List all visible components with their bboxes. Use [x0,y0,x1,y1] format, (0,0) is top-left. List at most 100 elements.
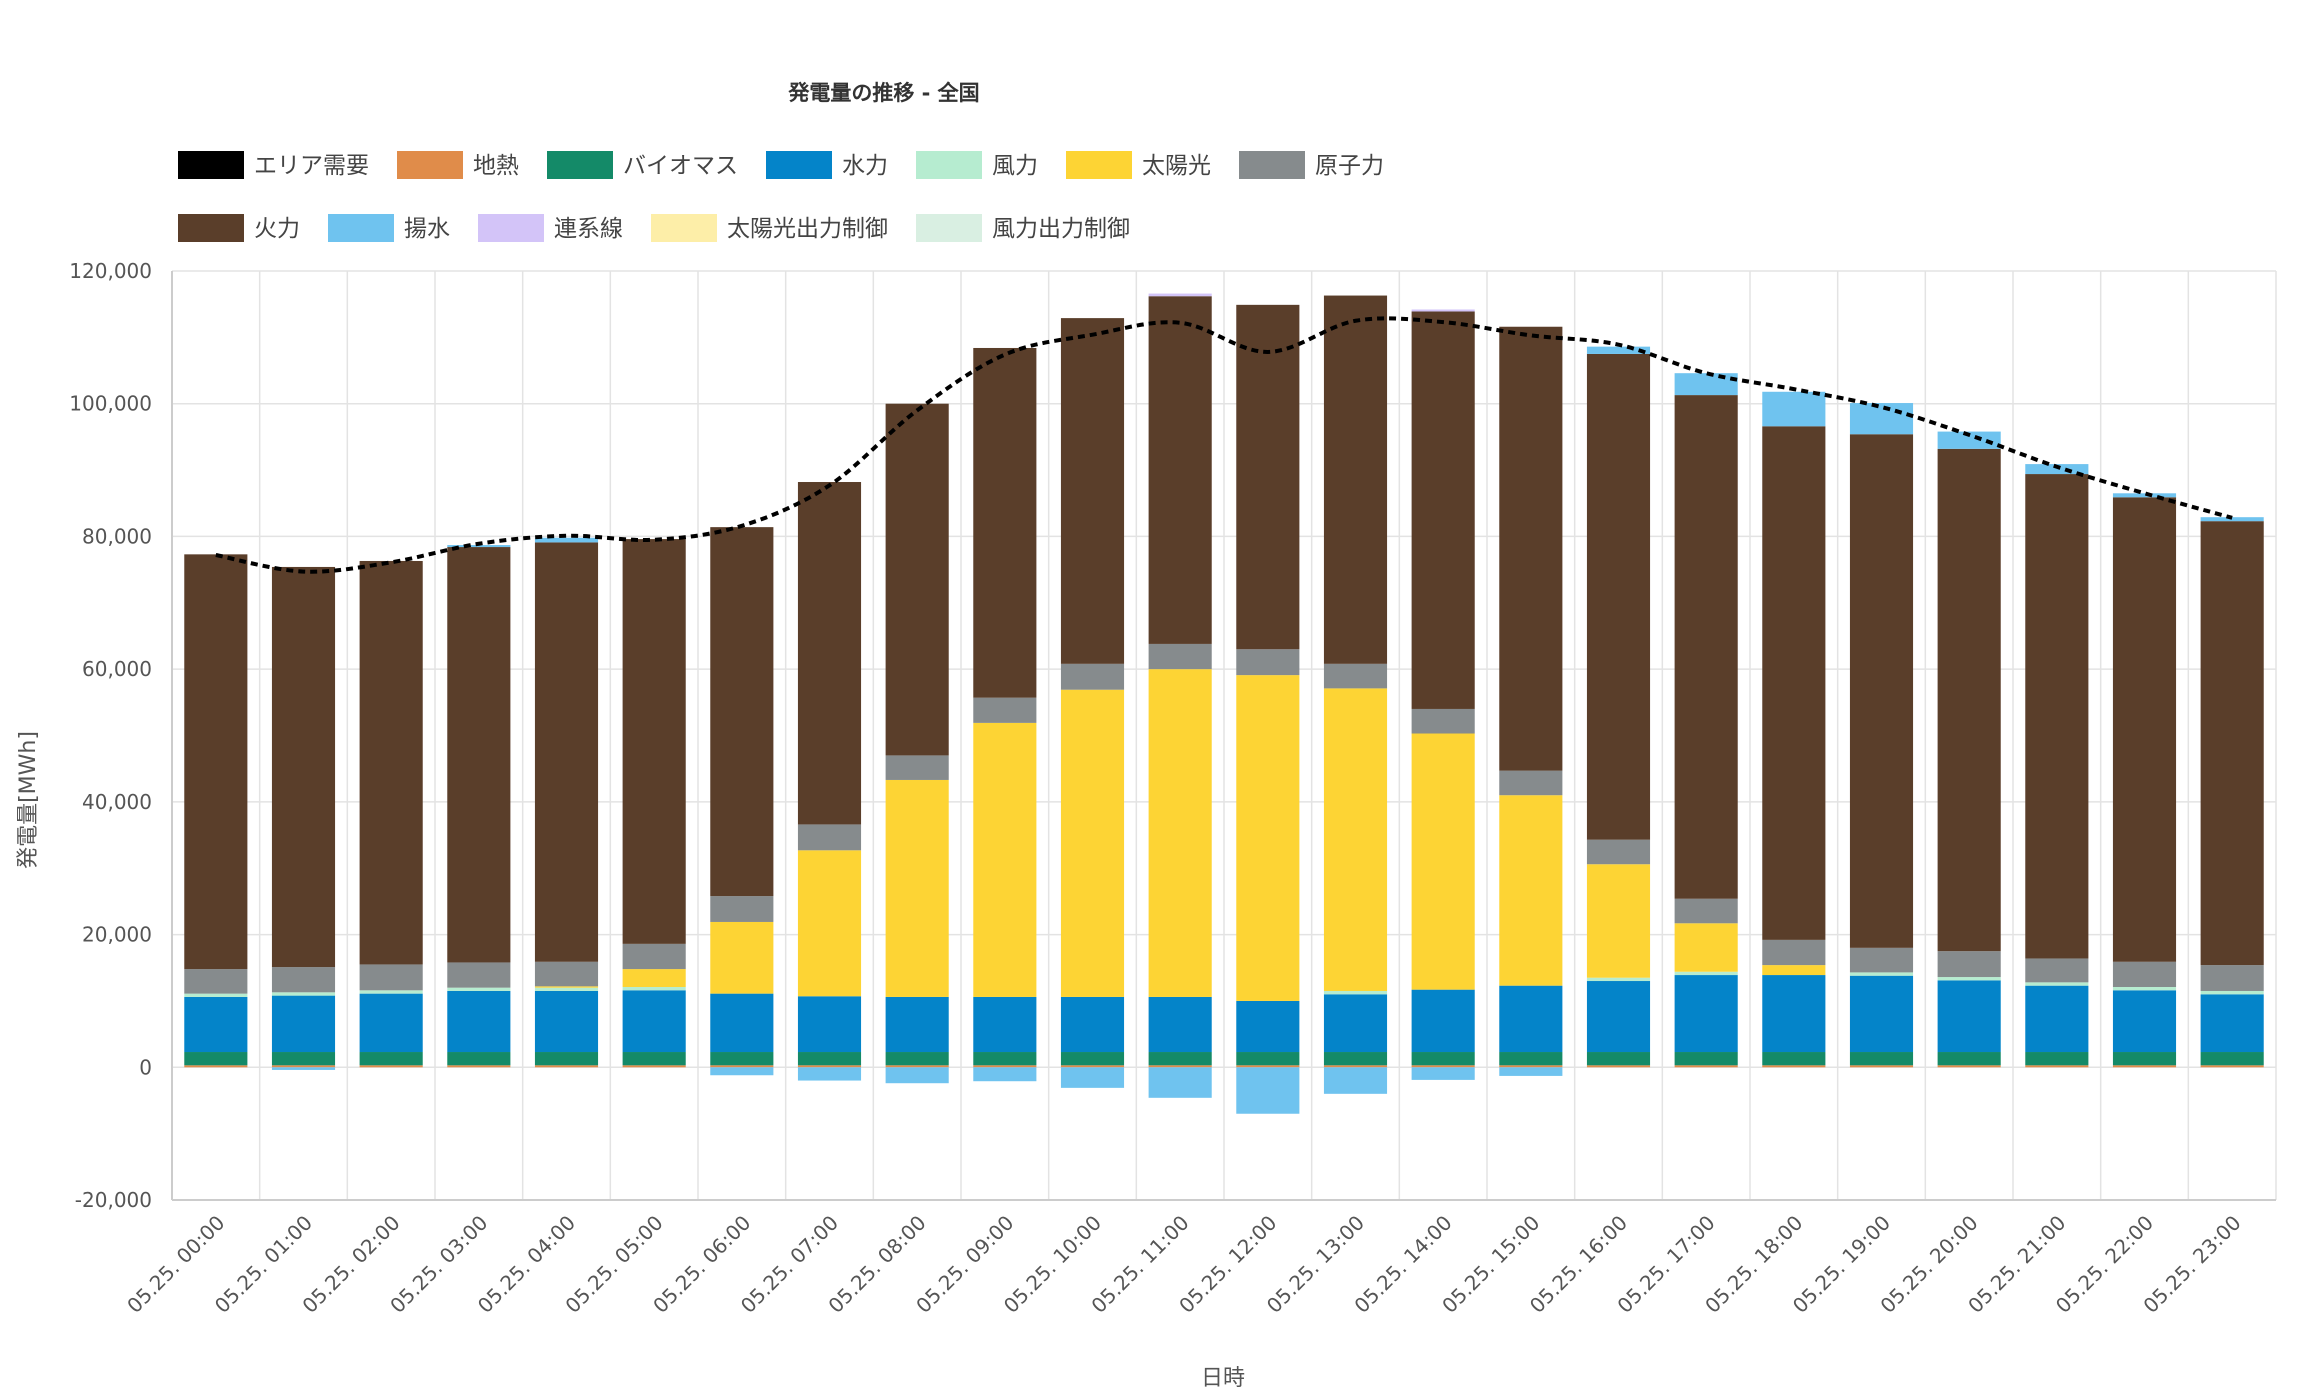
bar-segment[interactable] [184,1065,248,1068]
bar-segment[interactable] [710,921,774,994]
bar-segment[interactable] [534,986,599,988]
bar-segment[interactable] [271,992,336,996]
bar-segment[interactable] [1762,426,1826,940]
bar-segment[interactable] [1236,675,1300,1001]
bar-segment[interactable] [885,996,949,1053]
bar-segment[interactable] [1060,1065,1125,1068]
bar-segment[interactable] [885,1067,949,1084]
bar-segment[interactable] [1236,1065,1300,1068]
bar-segment[interactable] [1674,1052,1738,1066]
bar-segment[interactable] [534,961,599,987]
bar-segment[interactable] [447,545,511,548]
bar-segment[interactable] [1499,1052,1563,1066]
bar-segment[interactable] [1937,951,2001,978]
bar-segment[interactable] [622,1052,686,1066]
bar-segment[interactable] [2112,493,2177,498]
bar-segment[interactable] [1411,1067,1475,1080]
bar-segment[interactable] [271,995,336,1053]
bar-segment[interactable] [1762,391,1826,427]
bar-segment[interactable] [1411,1052,1475,1066]
bar-segment[interactable] [1849,975,1914,1053]
bar-segment[interactable] [1586,1052,1651,1066]
bar-segment[interactable] [1762,939,1826,966]
bar-segment[interactable] [973,697,1037,723]
bar-segment[interactable] [973,996,1037,1053]
bar-segment[interactable] [184,1052,248,1066]
bar-segment[interactable] [1060,1067,1125,1088]
bar-segment[interactable] [710,1065,774,1068]
bar-segment[interactable] [1323,688,1388,991]
bar-segment[interactable] [1937,980,2001,1053]
bar-segment[interactable] [1499,985,1563,1053]
bar-segment[interactable] [1323,1065,1388,1068]
bar-segment[interactable] [1674,971,1738,976]
bar-segment[interactable] [2025,464,2089,475]
bar-segment[interactable] [2025,958,2089,983]
bar-segment[interactable] [534,1065,599,1068]
bar-segment[interactable] [271,566,336,968]
bar-segment[interactable] [2025,1065,2089,1068]
bar-segment[interactable] [1411,708,1475,734]
legend-item[interactable]: エリア需要 [178,151,369,179]
bar-segment[interactable] [1236,1000,1300,1053]
bar-segment[interactable] [1586,977,1651,982]
bar-segment[interactable] [2112,986,2177,991]
bar-segment[interactable] [534,1052,599,1066]
bar-segment[interactable] [1323,663,1388,689]
bar-segment[interactable] [184,554,248,970]
legend-item[interactable]: 連系線 [478,214,623,242]
bar-segment[interactable] [2112,990,2177,1053]
bar-segment[interactable] [1849,972,1914,976]
bar-segment[interactable] [2200,517,2264,522]
bar-segment[interactable] [1148,1067,1212,1098]
bar-segment[interactable] [1323,994,1388,1053]
bar-segment[interactable] [1674,898,1738,924]
bar-segment[interactable] [797,1067,862,1081]
bar-segment[interactable] [973,347,1037,698]
bar-segment[interactable] [2025,1052,2089,1066]
bar-segment[interactable] [1323,1067,1388,1094]
bar-segment[interactable] [2112,1052,2177,1066]
bar-segment[interactable] [1148,296,1212,644]
bar-segment[interactable] [1586,1065,1651,1068]
bar-segment[interactable] [1499,1067,1563,1076]
bar-segment[interactable] [1411,311,1475,709]
bar-segment[interactable] [797,850,862,997]
bar-segment[interactable] [1236,1067,1300,1114]
bar-segment[interactable] [797,1065,862,1068]
bar-segment[interactable] [885,403,949,756]
bar-segment[interactable] [622,1065,686,1068]
bar-segment[interactable] [1499,770,1563,796]
bar-segment[interactable] [2200,1065,2264,1068]
bar-segment[interactable] [1148,996,1212,1053]
bar-segment[interactable] [447,962,511,988]
bar-segment[interactable] [1148,669,1212,997]
bar-segment[interactable] [1849,403,1914,435]
bar-segment[interactable] [359,990,423,994]
bar-segment[interactable] [271,1052,336,1066]
bar-segment[interactable] [1937,448,2001,952]
bar-segment[interactable] [1674,373,1738,396]
bar-segment[interactable] [2025,982,2089,986]
legend-item[interactable]: 風力 [916,151,1038,179]
bar-segment[interactable] [2200,994,2264,1053]
bar-segment[interactable] [2200,965,2264,991]
bar-segment[interactable] [534,537,599,543]
legend-item[interactable]: 水力 [766,151,888,179]
bar-segment[interactable] [1499,795,1563,986]
bar-segment[interactable] [1937,1065,2001,1068]
bar-segment[interactable] [184,969,248,994]
bar-segment[interactable] [710,896,774,922]
bar-segment[interactable] [1586,864,1651,978]
legend-item[interactable]: バイオマス [547,151,738,179]
bar-segment[interactable] [1411,309,1475,312]
bar-segment[interactable] [1323,295,1388,664]
bar-segment[interactable] [1849,434,1914,948]
bar-segment[interactable] [1762,965,1826,976]
bar-segment[interactable] [1323,1052,1388,1066]
bar-segment[interactable] [447,990,511,1053]
bar-segment[interactable] [1674,975,1738,1053]
bar-segment[interactable] [1236,304,1300,650]
bar-segment[interactable] [622,990,686,1053]
bar-segment[interactable] [534,987,599,991]
